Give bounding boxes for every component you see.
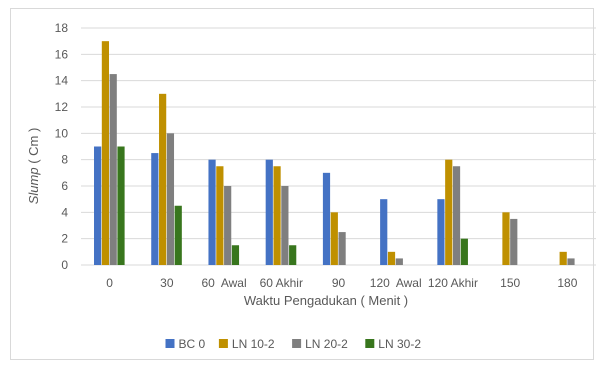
- legend-swatch: [292, 339, 302, 348]
- bar-ln-20-2: [452, 166, 461, 265]
- y-tick-label: 14: [55, 74, 69, 88]
- bar-ln-30-2: [460, 238, 468, 265]
- bar-ln-10-2: [101, 41, 110, 265]
- bar-bc-0: [151, 153, 159, 265]
- bar-ln-20-2: [510, 218, 518, 265]
- bar-ln-10-2: [445, 159, 453, 265]
- bar-ln-30-2: [231, 245, 240, 265]
- y-axis-title: Slump ( Cm ): [26, 128, 41, 205]
- y-tick-label: 18: [55, 21, 69, 35]
- y-tick-label: 8: [61, 153, 68, 167]
- x-tick-label: 120 Akhir: [428, 276, 478, 290]
- legend-label: LN 10-2: [232, 337, 275, 351]
- legend-swatch: [365, 339, 375, 348]
- x-tick-label: 120 Awal: [370, 276, 422, 290]
- y-tick-label: 0: [61, 258, 68, 272]
- legend-label: LN 30-2: [378, 337, 421, 351]
- bar-ln-10-2: [330, 212, 338, 265]
- x-tick-label: 0: [106, 276, 113, 290]
- y-axis-title-unit: ( Cm ): [26, 128, 41, 168]
- x-tick-label: 60 Awal: [201, 276, 246, 290]
- y-tick-label: 6: [61, 179, 68, 193]
- x-tick-label: 60 Akhir: [260, 276, 303, 290]
- bar-bc-0: [265, 159, 273, 265]
- bar-ln-10-2: [502, 212, 510, 265]
- bar-bc-0: [94, 146, 102, 265]
- bar-ln-30-2: [117, 146, 125, 265]
- legend-swatch: [165, 339, 175, 348]
- legend: BC 0 LN 10-2 LN 20-2 LN 30-2: [165, 337, 421, 351]
- bar-ln-10-2: [559, 251, 567, 265]
- x-tick-label: 30: [160, 276, 174, 290]
- x-axis-title: Waktu Pengadukan ( Menit ): [244, 293, 408, 308]
- bar-ln-20-2: [109, 74, 117, 265]
- legend-swatch: [218, 339, 228, 348]
- legend-label: BC 0: [179, 337, 206, 351]
- bar-ln-20-2: [338, 232, 346, 265]
- bars: [94, 41, 575, 265]
- x-axis-ticks: 0 30 60 Awal 60 Akhir 90 120 Awal 120 Akhir 150…: [106, 276, 577, 290]
- bar-ln-10-2: [273, 166, 281, 265]
- bar-ln-20-2: [395, 258, 403, 265]
- y-axis-title-italic: Slump: [26, 167, 41, 204]
- y-tick-label: 2: [61, 232, 68, 246]
- legend-label: LN 20-2: [305, 337, 348, 351]
- bar-ln-20-2: [281, 186, 289, 265]
- bar-bc-0: [322, 172, 331, 265]
- bar-ln-10-2: [159, 93, 167, 265]
- bar-ln-20-2: [224, 186, 232, 265]
- bar-bc-0: [437, 199, 445, 265]
- bar-bc-0: [208, 159, 216, 265]
- bar-ln-20-2: [567, 258, 575, 265]
- bar-ln-30-2: [289, 245, 297, 265]
- bar-ln-20-2: [166, 133, 175, 265]
- y-axis-ticks: 0 2 4 6 8 10 12 14 16 18: [55, 21, 69, 272]
- x-tick-label: 150: [500, 276, 520, 290]
- x-tick-label: 180: [557, 276, 577, 290]
- bar-ln-10-2: [216, 166, 224, 265]
- y-tick-label: 12: [55, 100, 69, 114]
- y-tick-label: 10: [55, 126, 69, 140]
- y-tick-label: 4: [61, 205, 68, 219]
- y-tick-label: 16: [55, 47, 69, 61]
- bar-ln-10-2: [387, 251, 396, 265]
- bar-bc-0: [380, 199, 388, 265]
- x-tick-label: 90: [332, 276, 346, 290]
- bar-ln-30-2: [174, 205, 182, 265]
